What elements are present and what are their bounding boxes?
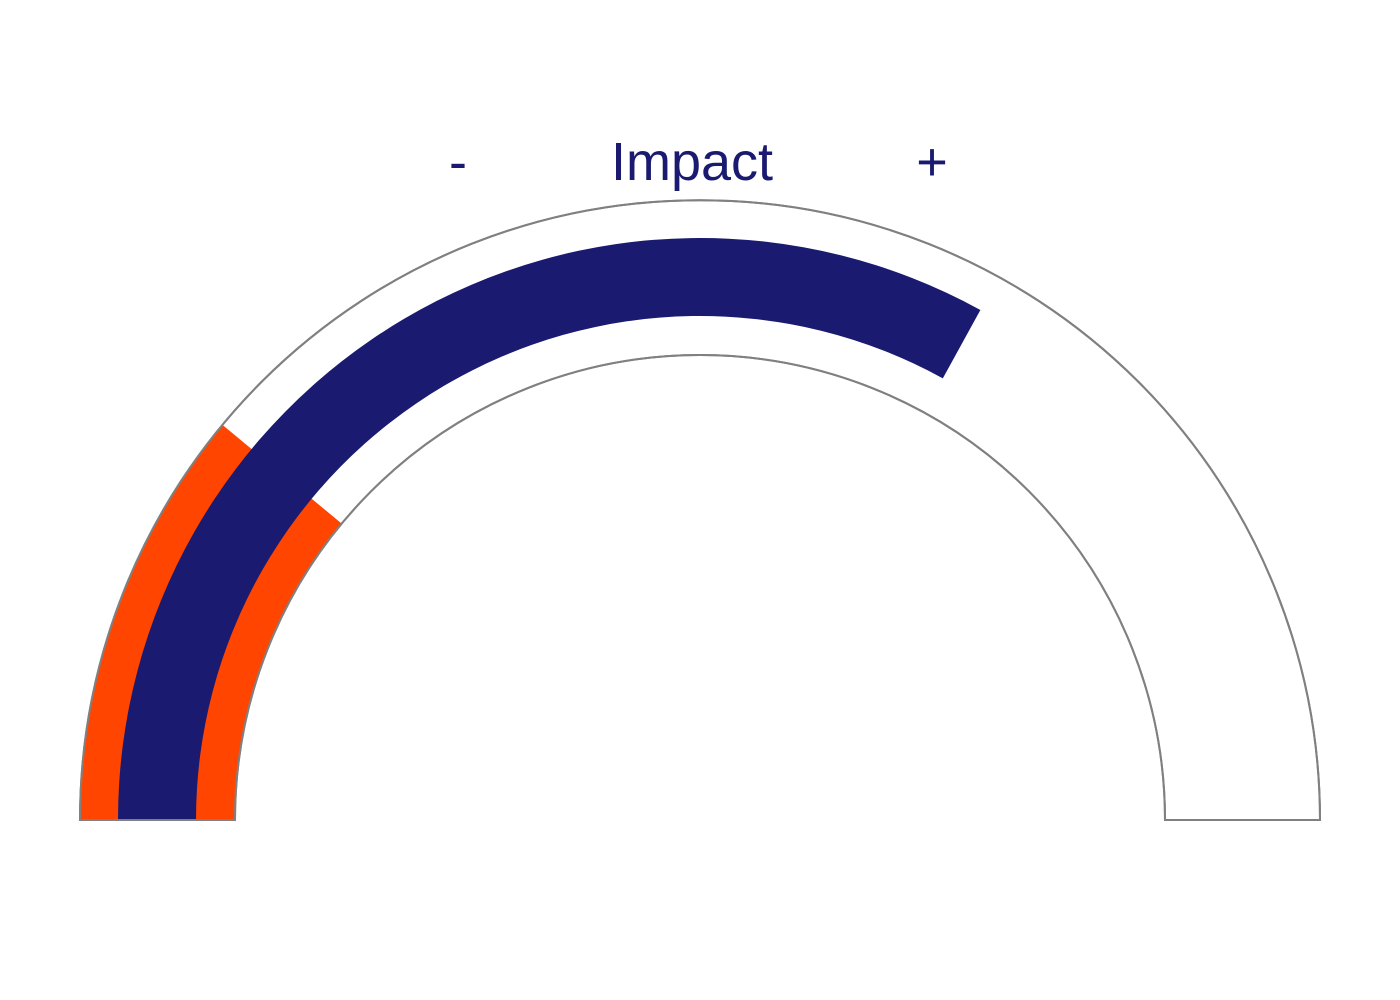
gauge-title: Impact: [611, 132, 773, 192]
gauge-min-label: -: [449, 132, 467, 192]
gauge-value-bar: [118, 237, 981, 821]
gauge-outline: [78, 199, 1322, 821]
gauge-max-label: +: [916, 132, 948, 192]
